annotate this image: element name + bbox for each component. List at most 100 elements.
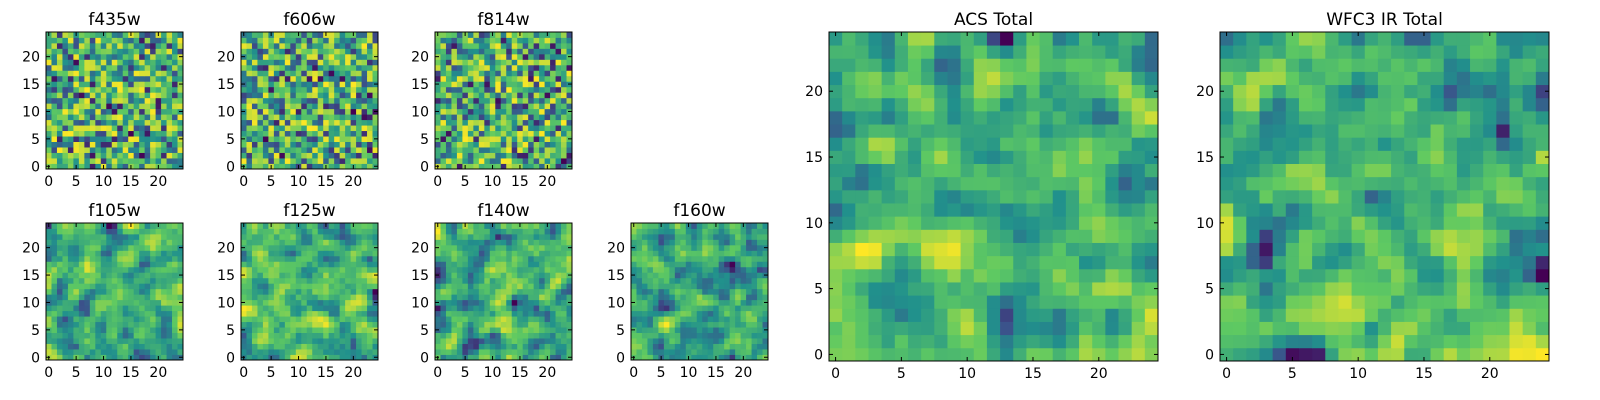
heatmap-cell [290, 42, 297, 49]
heatmap-cell [284, 310, 291, 317]
heatmap-cell [473, 64, 480, 71]
heatmap-cell [361, 349, 368, 355]
heatmap-cell [762, 283, 769, 290]
heatmap-cell [284, 321, 291, 328]
heatmap-cell [177, 114, 184, 121]
heatmap-cell [144, 343, 151, 350]
heatmap-cell [367, 147, 373, 153]
heatmap-cell [155, 125, 162, 132]
heatmap-cell [95, 48, 102, 55]
heatmap-cell [500, 277, 507, 284]
heatmap-cell [724, 354, 731, 361]
heatmap-cell [78, 86, 85, 93]
heatmap-cell [339, 130, 346, 137]
heatmap-cell [323, 64, 330, 71]
heatmap-cell [301, 343, 308, 350]
heatmap-cell [78, 64, 85, 71]
heatmap-cell [155, 288, 162, 295]
heatmap-cell [356, 261, 362, 268]
heatmap-cell [506, 239, 513, 246]
heatmap-cell [445, 141, 452, 148]
heatmap-cell [663, 239, 670, 246]
heatmap-cell [1052, 216, 1067, 230]
heatmap-cell [284, 316, 291, 323]
heatmap-cell [842, 203, 856, 217]
heatmap-cell [462, 152, 469, 159]
heatmap-cell [334, 48, 341, 55]
heatmap-cell [334, 338, 341, 344]
heatmap-cell [62, 250, 69, 257]
heatmap-cell [262, 53, 269, 60]
heatmap-cell [1013, 189, 1027, 204]
heatmap-cell [177, 239, 184, 246]
heatmap-cell [462, 250, 469, 257]
heatmap-cell [735, 272, 741, 279]
heatmap-cell [56, 48, 63, 55]
heatmap-cell [566, 152, 573, 159]
heatmap-cell [842, 347, 856, 362]
heatmap-cell [73, 75, 80, 82]
heatmap-cell [372, 261, 379, 268]
heatmap-cell [117, 277, 124, 284]
heatmap-cell [106, 277, 113, 284]
heatmap-cell [78, 108, 85, 115]
heatmap-cell [268, 59, 275, 66]
heatmap-cell [517, 42, 524, 49]
heatmap-cell [550, 255, 556, 262]
heatmap-cell [539, 147, 545, 153]
heatmap-cell [56, 332, 63, 339]
heatmap-cell [451, 48, 458, 55]
heatmap-cell [150, 332, 156, 339]
heatmap-cell [746, 305, 752, 312]
heatmap-cell [467, 338, 474, 344]
heatmap-cell [46, 103, 52, 110]
heatmap-cell [1000, 242, 1014, 257]
heatmap-cell [139, 283, 146, 290]
heatmap-cell [84, 239, 91, 246]
heatmap-cell [718, 272, 725, 279]
heatmap-cell [636, 327, 643, 333]
heatmap-cell [1026, 295, 1040, 309]
heatmap-cell [829, 229, 843, 243]
heatmap-cell [273, 130, 280, 137]
heatmap-cell [550, 114, 556, 121]
heatmap-cell [251, 141, 258, 148]
heatmap-cell [735, 261, 741, 268]
heatmap-cell [89, 343, 96, 350]
heatmap-cell [78, 332, 85, 339]
heatmap-cell [155, 343, 162, 350]
heatmap-cell [855, 308, 869, 322]
heatmap-cell [467, 119, 474, 126]
heatmap-cell [707, 332, 714, 339]
heatmap-cell [440, 108, 447, 115]
heatmap-cell [95, 288, 102, 295]
heatmap-cell [361, 233, 368, 240]
heatmap-cell [262, 233, 269, 240]
heatmap-cell [757, 266, 763, 273]
heatmap-cell [133, 86, 140, 93]
heatmap-cell [462, 233, 469, 240]
heatmap-cell [262, 163, 269, 170]
heatmap-cell [279, 163, 286, 170]
heatmap-cell [555, 86, 562, 93]
heatmap-cell [339, 288, 346, 295]
heatmap-cell [117, 32, 124, 38]
heatmap-cell [696, 349, 703, 355]
heatmap-cell [484, 86, 491, 93]
heatmap-cell [166, 250, 173, 257]
heatmap-cell [268, 343, 275, 350]
heatmap-cell [445, 272, 452, 279]
heatmap-cell [323, 92, 330, 99]
heatmap-cell [95, 125, 102, 132]
heatmap-cell [84, 332, 91, 339]
heatmap-cell [762, 223, 769, 229]
heatmap-cell [328, 277, 335, 284]
heatmap-cell [484, 239, 491, 246]
heatmap-cell [1118, 255, 1133, 270]
heatmap-cell [566, 294, 573, 301]
heatmap-cell [473, 305, 480, 312]
heatmap-cell [279, 349, 286, 355]
heatmap-cell [561, 272, 567, 279]
heatmap-cell [172, 239, 178, 246]
heatmap-cell [528, 305, 535, 312]
